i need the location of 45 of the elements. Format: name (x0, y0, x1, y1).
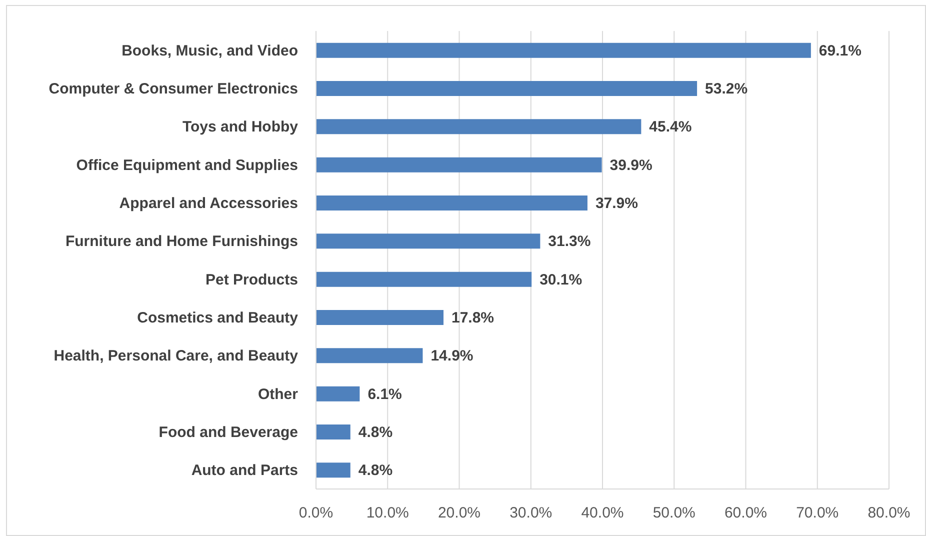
bar (316, 234, 540, 249)
bar (316, 119, 642, 134)
data-label: 4.8% (358, 424, 393, 441)
x-tick-label: 50.0% (652, 504, 696, 522)
y-tick-label: Computer & Consumer Electronics (48, 80, 298, 98)
y-tick-label: Auto and Parts (191, 462, 298, 480)
y-tick-label: Apparel and Accessories (119, 195, 298, 212)
bar (316, 157, 602, 172)
bar (316, 386, 360, 402)
bar (316, 310, 444, 325)
x-tick-label: 20.0% (438, 504, 481, 522)
y-tick-label: Furniture and Home Furnishings (65, 233, 298, 250)
x-tick-label: 70.0% (796, 504, 839, 522)
bar (316, 196, 588, 210)
data-label: 4.8% (358, 462, 393, 480)
bar (316, 272, 532, 287)
bar (316, 462, 350, 478)
y-tick-label: Pet Products (205, 271, 298, 288)
bar (316, 348, 423, 364)
data-label: 53.2% (705, 80, 748, 98)
data-label: 69.1% (818, 42, 862, 60)
y-tick-label: Books, Music, and Video (122, 42, 298, 60)
x-tick-label: 80.0% (868, 504, 910, 522)
data-label: 39.9% (610, 156, 652, 174)
data-label: 30.1% (540, 271, 582, 288)
data-label: 14.9% (430, 348, 474, 365)
data-label: 31.3% (548, 233, 591, 250)
y-tick-label: Food and Beverage (158, 424, 298, 442)
x-tick-label: 60.0% (724, 504, 768, 522)
data-label: 37.9% (595, 195, 638, 212)
data-label: 45.4% (649, 118, 692, 136)
data-label: 17.8% (451, 310, 494, 326)
data-label: 6.1% (368, 386, 402, 403)
bar (316, 81, 698, 96)
y-tick-label: Other (258, 386, 298, 403)
x-tick-label: 0.0% (298, 504, 334, 522)
y-tick-label: Cosmetics and Beauty (137, 310, 299, 327)
x-tick-label: 40.0% (581, 504, 624, 522)
x-tick-label: 10.0% (366, 504, 409, 522)
y-tick-label: Office Equipment and Supplies (76, 156, 298, 174)
bar (316, 42, 811, 58)
y-tick-label: Toys and Hobby (182, 118, 299, 136)
y-tick-label: Health, Personal Care, and Beauty (54, 348, 299, 365)
x-tick-label: 30.0% (510, 504, 552, 522)
bar (316, 424, 350, 440)
